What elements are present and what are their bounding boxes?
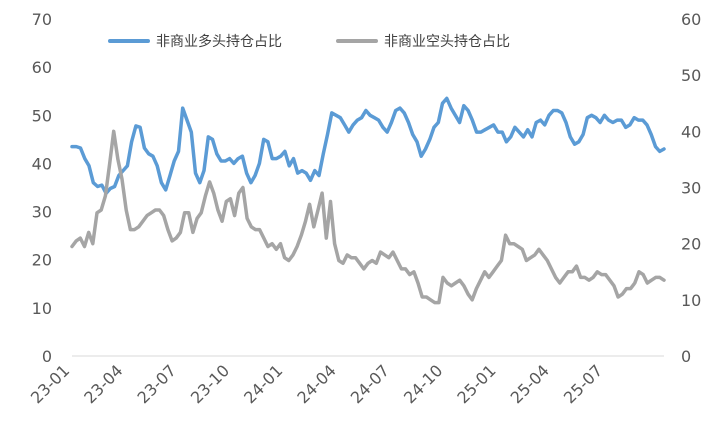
x-tick-label: 24-07 [347,361,393,407]
x-tick-label: 25-01 [453,361,499,407]
left-y-tick-label: 0 [42,347,52,366]
left-y-tick-label: 70 [32,10,52,29]
x-tick-label: 23-07 [134,361,180,407]
right-y-tick-label: 50 [681,66,701,85]
x-tick-label: 25-04 [507,361,553,407]
left-y-tick-label: 20 [32,251,52,270]
legend-label-2: 非商业空头持仓占比 [384,34,510,50]
left-y-tick-label: 30 [32,203,52,222]
left-y-tick-label: 10 [32,299,52,318]
x-tick-label: 23-01 [27,361,73,407]
right-y-tick-label: 30 [681,179,701,198]
right-y-tick-label: 60 [681,10,701,29]
right-y-tick-label: 20 [681,235,701,254]
x-tick-label: 23-04 [80,361,126,407]
x-tick-label: 25-07 [560,361,606,407]
legend-label-1: 非商业多头持仓占比 [156,33,282,50]
left-y-tick-label: 40 [32,154,52,173]
x-tick-label: 24-10 [400,361,446,407]
right-y-tick-label: 0 [681,347,691,366]
right-y-tick-label: 10 [681,291,701,310]
x-tick-label: 24-04 [293,361,339,407]
series-line-1 [70,96,666,196]
series-line-2 [70,129,666,305]
chart-legend: 非商业多头持仓占比 非商业空头持仓占比 [108,33,510,50]
chart-series-lines [70,96,666,305]
x-tick-label: 24-01 [240,361,286,407]
left-y-tick-label: 60 [32,58,52,77]
x-tick-label: 23-10 [187,361,233,407]
left-y-tick-label: 50 [32,106,52,125]
right-y-tick-label: 40 [681,122,701,141]
